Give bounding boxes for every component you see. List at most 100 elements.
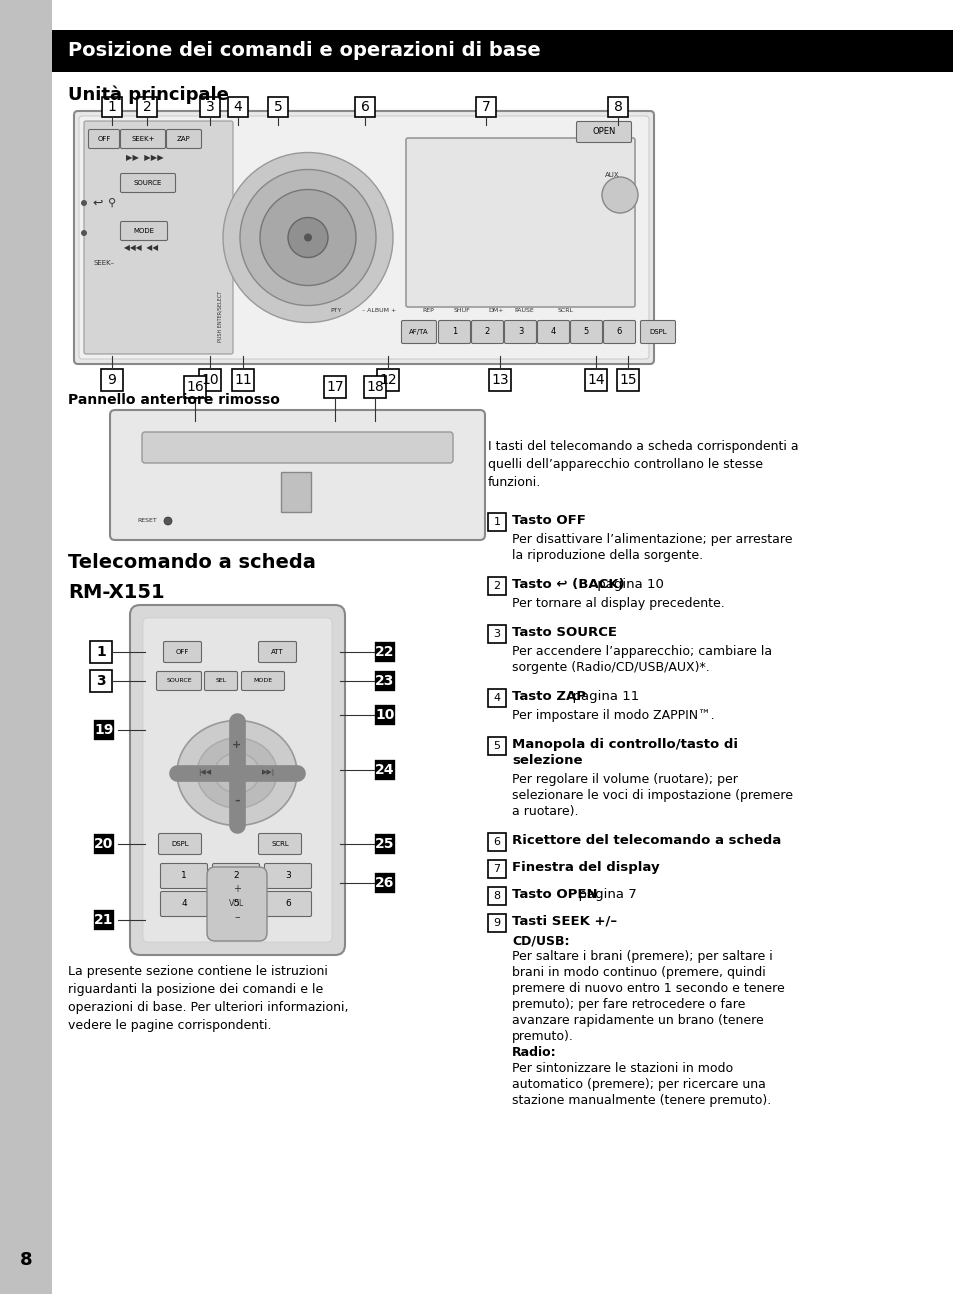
Text: 14: 14 [587, 373, 604, 387]
Text: OFF: OFF [175, 650, 189, 655]
Circle shape [164, 518, 172, 525]
Circle shape [304, 233, 312, 242]
FancyBboxPatch shape [79, 116, 648, 358]
Text: DSPL: DSPL [171, 841, 189, 848]
Text: 1: 1 [181, 871, 187, 880]
Text: 26: 26 [375, 876, 395, 890]
Bar [488, 625, 505, 643]
Text: Tasto OPEN: Tasto OPEN [512, 888, 597, 901]
Text: 3: 3 [206, 100, 214, 114]
Text: PUSH ENTER/SELECT: PUSH ENTER/SELECT [218, 291, 223, 342]
Circle shape [81, 201, 87, 206]
Text: 15: 15 [618, 373, 637, 387]
Text: sorgente (Radio/CD/USB/AUX)*.: sorgente (Radio/CD/USB/AUX)*. [512, 661, 709, 674]
Text: Per accendere l’apparecchio; cambiare la: Per accendere l’apparecchio; cambiare la [512, 644, 771, 659]
Circle shape [81, 230, 87, 236]
Text: RESET: RESET [137, 519, 156, 524]
Text: 6: 6 [493, 837, 500, 848]
FancyBboxPatch shape [120, 221, 168, 241]
Text: 11: 11 [233, 373, 252, 387]
FancyBboxPatch shape [438, 321, 470, 343]
Text: OFF: OFF [97, 136, 111, 142]
Text: automatico (premere); per ricercare una: automatico (premere); per ricercare una [512, 1078, 765, 1091]
Text: DSPL: DSPL [648, 329, 666, 335]
FancyBboxPatch shape [89, 129, 119, 149]
Text: SEL: SEL [215, 678, 227, 683]
Text: 8: 8 [20, 1251, 32, 1269]
Text: Tasto ZAP: Tasto ZAP [512, 690, 585, 703]
Text: avanzare rapidamente un brano (tenere: avanzare rapidamente un brano (tenere [512, 1014, 763, 1027]
FancyBboxPatch shape [241, 672, 284, 691]
Text: a ruotare).: a ruotare). [512, 805, 578, 818]
Bar [102, 97, 122, 116]
Text: ZAP: ZAP [177, 136, 191, 142]
Text: riguardanti la posizione dei comandi e le: riguardanti la posizione dei comandi e l… [68, 983, 323, 996]
Bar [374, 641, 395, 663]
Text: vedere le pagine corrispondenti.: vedere le pagine corrispondenti. [68, 1018, 272, 1033]
FancyBboxPatch shape [281, 472, 311, 512]
Bar [184, 377, 206, 399]
Text: OPEN: OPEN [592, 128, 615, 136]
Text: 10: 10 [201, 373, 218, 387]
Text: Per sintonizzare le stazioni in modo: Per sintonizzare le stazioni in modo [512, 1062, 732, 1075]
FancyBboxPatch shape [167, 129, 201, 149]
Bar [200, 97, 220, 116]
Text: 21: 21 [94, 914, 113, 927]
Text: 7: 7 [481, 100, 490, 114]
Text: RM-X151: RM-X151 [68, 582, 165, 602]
Text: 22: 22 [375, 644, 395, 659]
Bar [488, 512, 505, 531]
Text: quelli dell’apparecchio controllano le stesse: quelli dell’apparecchio controllano le s… [488, 458, 762, 471]
Bar [584, 369, 606, 391]
Bar [0, 0, 52, 1294]
Text: La presente sezione contiene le istruzioni: La presente sezione contiene le istruzio… [68, 965, 328, 978]
Bar [324, 377, 346, 399]
Bar [374, 872, 395, 894]
Text: pagina 7: pagina 7 [569, 888, 636, 901]
Text: ▶▶|: ▶▶| [262, 770, 275, 776]
Ellipse shape [177, 721, 296, 826]
FancyBboxPatch shape [160, 892, 208, 916]
FancyBboxPatch shape [110, 410, 484, 540]
Text: +: + [233, 884, 241, 894]
Bar [92, 833, 115, 855]
Text: 5: 5 [233, 899, 238, 908]
Text: SOURCE: SOURCE [133, 180, 162, 186]
Text: ▶▶  ▶▶▶: ▶▶ ▶▶▶ [126, 154, 164, 163]
Text: 2: 2 [493, 581, 500, 591]
FancyBboxPatch shape [163, 642, 201, 663]
Bar [607, 97, 627, 116]
Bar [488, 861, 505, 879]
Text: SEEK+: SEEK+ [132, 136, 154, 142]
Text: stazione manualmente (tenere premuto).: stazione manualmente (tenere premuto). [512, 1093, 770, 1106]
Text: 4: 4 [493, 694, 500, 703]
Text: SOURCE: SOURCE [166, 678, 192, 683]
FancyBboxPatch shape [158, 833, 201, 854]
Text: premuto).: premuto). [512, 1030, 574, 1043]
Bar [92, 719, 115, 741]
Bar [488, 914, 505, 932]
Text: PTY: PTY [330, 308, 341, 312]
Bar [374, 670, 395, 692]
Text: 6: 6 [285, 899, 291, 908]
FancyBboxPatch shape [639, 321, 675, 343]
Text: 10: 10 [375, 708, 395, 722]
Text: 9: 9 [493, 917, 500, 928]
Circle shape [601, 177, 638, 214]
FancyBboxPatch shape [84, 122, 233, 355]
Text: Radio:: Radio: [512, 1046, 556, 1058]
Text: 12: 12 [378, 373, 396, 387]
Text: AUX: AUX [604, 172, 618, 179]
Text: Per tornare al display precedente.: Per tornare al display precedente. [512, 597, 724, 609]
Text: 5: 5 [583, 327, 589, 336]
Text: 3: 3 [493, 629, 500, 639]
Text: 16: 16 [186, 380, 204, 393]
Text: – ALBUM +: – ALBUM + [361, 308, 395, 312]
Circle shape [288, 217, 328, 258]
Text: Per saltare i brani (premere); per saltare i: Per saltare i brani (premere); per salta… [512, 950, 772, 963]
Text: selezionare le voci di impostazione (premere: selezionare le voci di impostazione (pre… [512, 789, 792, 802]
FancyBboxPatch shape [576, 122, 631, 142]
Text: PAUSE: PAUSE [514, 308, 533, 312]
Circle shape [223, 153, 393, 322]
Text: SCRL: SCRL [558, 308, 574, 312]
